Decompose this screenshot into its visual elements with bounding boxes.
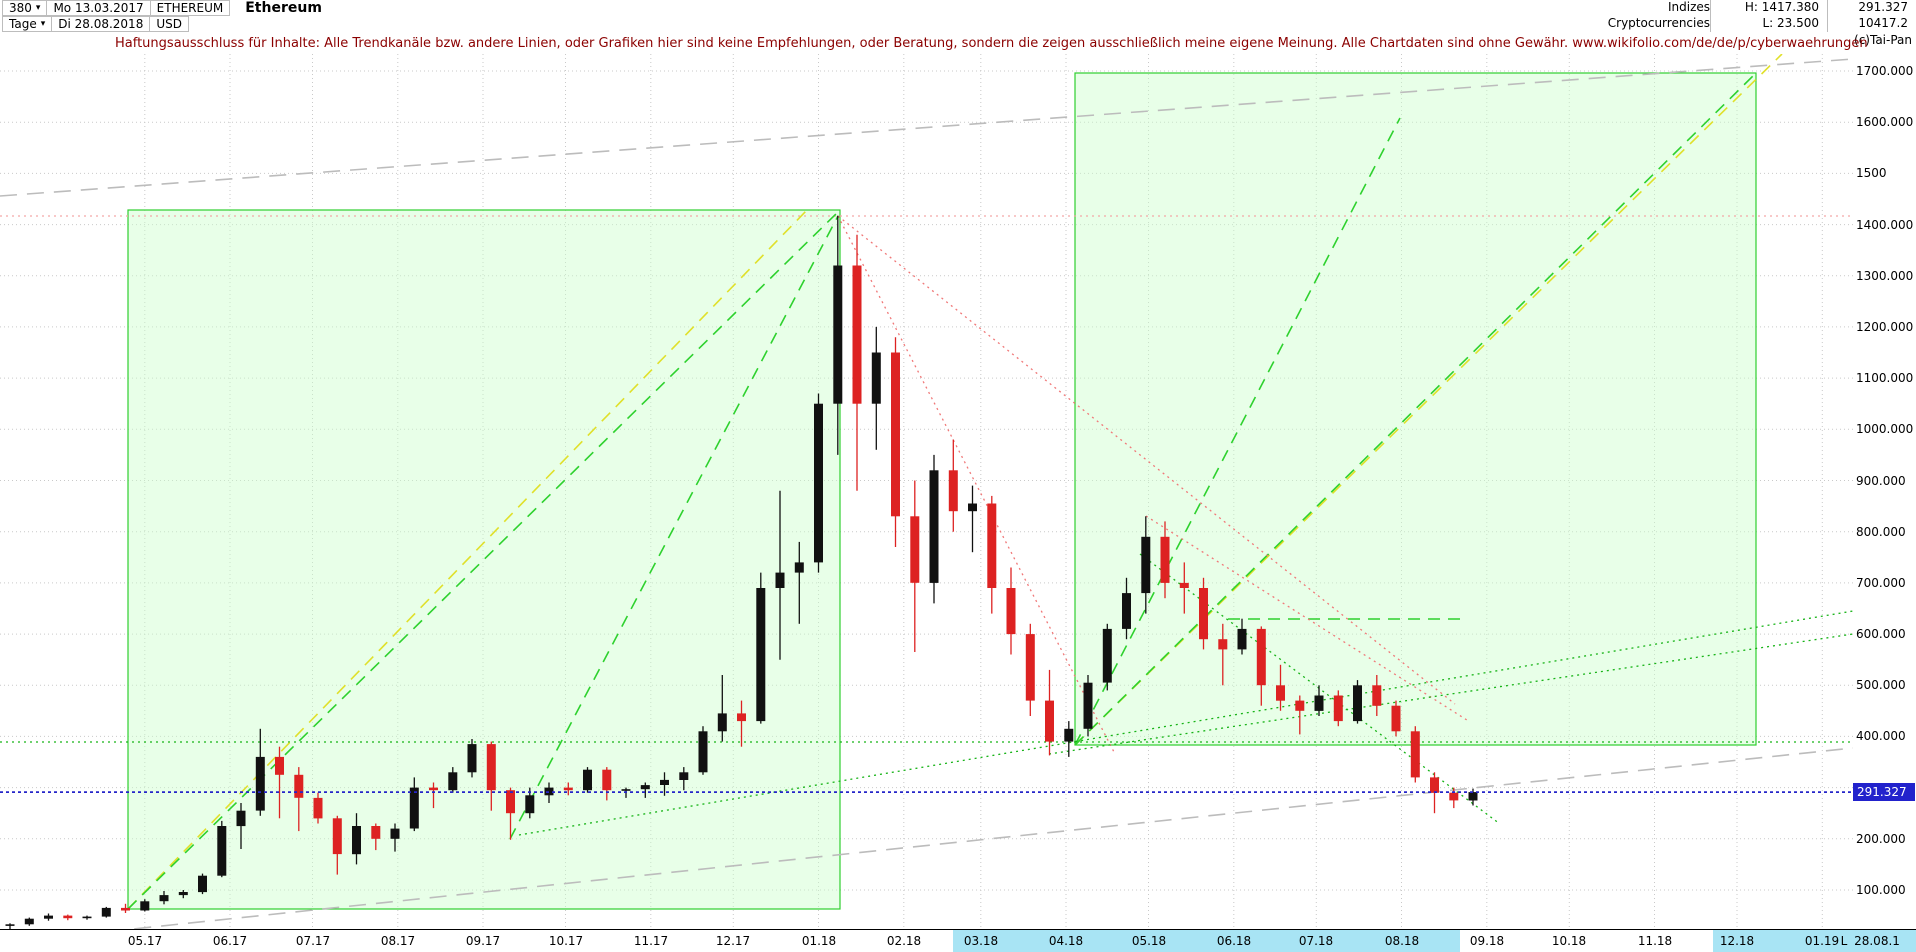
x-axis-label: L <box>1840 934 1848 948</box>
x-axis-label: 01.18 <box>801 934 837 948</box>
y-axis-label: 1100.000 <box>1856 371 1914 385</box>
x-axis-label: 07.18 <box>1298 934 1334 948</box>
y-axis: 100.000200.000300.000400.000500.000600.0… <box>1853 54 1916 929</box>
price-chart[interactable] <box>0 54 1853 929</box>
y-axis-label: 1500 <box>1856 166 1887 180</box>
currency-label: USD <box>149 16 189 32</box>
x-axis-label: 01.19 <box>1804 934 1840 948</box>
x-axis-label: 12.17 <box>715 934 751 948</box>
y-axis-label: 1000.000 <box>1856 422 1914 436</box>
symbol-label: ETHEREUM <box>149 0 231 16</box>
start-date-value: Mo 13.03.2017 <box>53 0 144 15</box>
page-title: Ethereum <box>245 0 322 16</box>
selected-range-highlight <box>953 930 1460 952</box>
x-axis-label: 02.18 <box>886 934 922 948</box>
end-date-field[interactable]: Di 28.08.2018 <box>51 16 151 32</box>
y-axis-label: 1200.000 <box>1856 320 1914 334</box>
period-high-label: H: 1417.380 <box>1710 0 1819 16</box>
last-price-tag: 291.327 <box>1853 783 1915 801</box>
y-axis-label: 1700.000 <box>1856 64 1914 78</box>
y-axis-label: 900.000 <box>1856 474 1906 488</box>
x-axis-label: 03.18 <box>963 934 999 948</box>
y-axis-label: 1300.000 <box>1856 269 1914 283</box>
x-axis-label: 05.17 <box>127 934 163 948</box>
timeframe-value: Tage <box>9 16 37 31</box>
y-axis-label: 1400.000 <box>1856 218 1914 232</box>
end-date-value: Di 28.08.2018 <box>58 16 144 31</box>
y-axis-label: 800.000 <box>1856 525 1906 539</box>
y-axis-label: 1600.000 <box>1856 115 1914 129</box>
x-axis-label: 07.17 <box>295 934 331 948</box>
y-axis-label: 700.000 <box>1856 576 1906 590</box>
period-dropdown[interactable]: 380 ▾ <box>2 0 48 16</box>
market-info-panel: Indizes H: 1417.380 291.327 Cryptocurren… <box>1560 0 1908 32</box>
x-axis-label: 08.17 <box>380 934 416 948</box>
x-axis-label: 04.18 <box>1048 934 1084 948</box>
chart-header: 380 ▾ Mo 13.03.2017 ETHEREUM Ethereum Ta… <box>0 0 1916 32</box>
index-value: 10417.2 <box>1827 16 1908 32</box>
timeframe-dropdown[interactable]: Tage ▾ <box>2 16 53 32</box>
x-axis-label: 09.18 <box>1469 934 1505 948</box>
x-axis-label: 06.18 <box>1216 934 1252 948</box>
x-axis-label: 05.18 <box>1131 934 1167 948</box>
y-axis-label: 200.000 <box>1856 832 1906 846</box>
x-axis: 05.17 06.17 07.17 08.17 09.17 10.17 11.17 12.17… <box>0 929 1916 952</box>
x-axis-label: 28.08.1 <box>1854 934 1900 948</box>
last-price-value: 291.327 <box>1827 0 1908 16</box>
x-axis-label: 10.17 <box>548 934 584 948</box>
y-axis-label: 500.000 <box>1856 678 1906 692</box>
y-axis-label: 400.000 <box>1856 729 1906 743</box>
x-axis-label: 08.18 <box>1384 934 1420 948</box>
x-axis-label: 12.18 <box>1719 934 1755 948</box>
period-value: 380 <box>9 0 32 15</box>
x-axis-label: 09.17 <box>465 934 501 948</box>
copyright-label: (c)Tai-Pan <box>1854 33 1912 47</box>
chart-region: 100.000200.000300.000400.000500.000600.0… <box>0 54 1916 929</box>
x-axis-label: 11.17 <box>633 934 669 948</box>
y-axis-label: 100.000 <box>1856 883 1906 897</box>
period-low-label: L: 23.500 <box>1710 16 1819 32</box>
x-axis-label: 11.18 <box>1637 934 1673 948</box>
chevron-down-icon: ▾ <box>40 18 46 29</box>
x-axis-label: 10.18 <box>1551 934 1587 948</box>
selected-range-highlight <box>1713 930 1916 952</box>
market-group-indizes[interactable]: Indizes <box>1667 0 1710 14</box>
disclaimer-text: Haftungsausschluss für Inhalte: Alle Tre… <box>115 36 1868 51</box>
y-axis-label: 600.000 <box>1856 627 1906 641</box>
start-date-field[interactable]: Mo 13.03.2017 <box>46 0 151 16</box>
x-axis-label: 06.17 <box>212 934 248 948</box>
chevron-down-icon: ▾ <box>35 2 41 13</box>
market-group-cryptocurrencies[interactable]: Cryptocurrencies <box>1607 16 1710 30</box>
